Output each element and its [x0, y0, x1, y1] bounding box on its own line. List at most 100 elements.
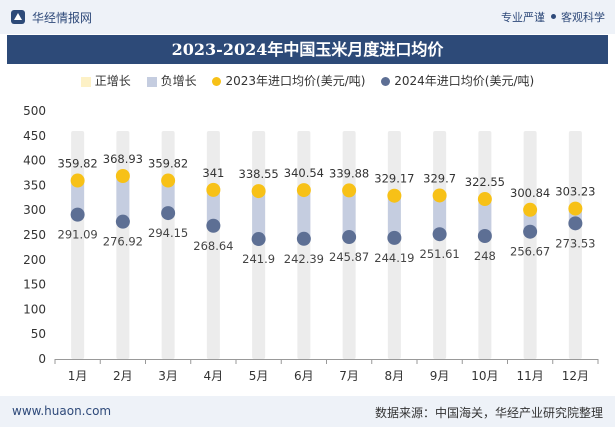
legend-swatch-2024	[381, 77, 391, 86]
point-2023-9	[432, 188, 447, 203]
background-column-12	[568, 131, 582, 359]
data-label-2023-4: 341	[202, 166, 224, 180]
x-tick-label-10: 10月	[471, 369, 498, 383]
x-tick-label-3: 3月	[158, 369, 178, 383]
point-2024-11	[523, 224, 538, 239]
point-2023-10	[477, 192, 492, 207]
x-tick-label-11: 11月	[516, 369, 543, 383]
change-bar-9	[433, 195, 447, 235]
y-tick-label-9: 450	[23, 129, 46, 143]
point-2023-8	[387, 188, 402, 203]
legend-swatch-positive	[80, 76, 91, 87]
legend-label-negative: 负增长	[160, 74, 197, 88]
point-2023-11	[523, 202, 538, 217]
legend-item-positive: 正增长	[80, 72, 131, 89]
data-label-2023-7: 339.88	[329, 166, 369, 180]
change-bar-8	[387, 195, 401, 238]
legend-item-2024: 2024年进口均价(美元/吨)	[381, 72, 534, 89]
top-bar: 华经情报网 专业严谨 客观科学	[0, 0, 615, 34]
data-label-2024-9: 251.61	[420, 247, 460, 261]
data-label-2024-2: 276.92	[103, 235, 143, 249]
legend-swatch-2023	[212, 77, 222, 86]
data-label-2024-6: 242.39	[284, 252, 324, 266]
legend-item-2023: 2023年进口均价(美元/吨)	[212, 72, 365, 89]
change-bar-2	[116, 176, 130, 222]
point-2023-12	[568, 201, 583, 216]
x-tick-label-4: 4月	[204, 369, 224, 383]
change-bar-10	[478, 199, 492, 236]
y-tick-label-5: 250	[23, 228, 46, 242]
y-tick-label-6: 300	[23, 203, 46, 217]
point-2024-2	[115, 214, 130, 229]
chart-title: 2023-2024年中国玉米月度进口均价	[171, 40, 444, 59]
footer-url[interactable]: www.huaon.com	[12, 404, 112, 418]
point-2024-6	[296, 231, 311, 246]
data-label-2024-4: 268.64	[193, 239, 233, 253]
x-tick-label-2: 2月	[113, 369, 133, 383]
x-tick-label-1: 1月	[68, 369, 88, 383]
slogan: 专业严谨 客观科学	[501, 9, 605, 25]
slogan-left: 专业严谨	[501, 11, 545, 24]
point-2024-10	[477, 228, 492, 243]
background-column-7	[342, 131, 356, 359]
data-label-2023-8: 329.17	[374, 172, 414, 186]
point-2023-4	[206, 182, 221, 197]
slogan-right: 客观科学	[561, 11, 605, 24]
site-name: 华经情报网	[32, 11, 93, 25]
legend-swatch-negative	[146, 76, 157, 87]
point-2024-9	[432, 227, 447, 242]
legend-label-2024: 2024年进口均价(美元/吨)	[394, 74, 535, 88]
change-bar-4	[206, 189, 220, 226]
data-label-2024-12: 273.53	[555, 236, 595, 250]
point-2023-3	[161, 173, 176, 188]
chart-plot: 0 50 100 150 200 250 300 350 400 450 500 1月 2月 3月 4月 5月…	[23, 104, 599, 383]
data-label-2023-5: 338.55	[239, 167, 279, 181]
change-bar-3	[161, 180, 175, 214]
y-tick-label-4: 200	[23, 253, 46, 267]
background-column-8	[387, 131, 401, 359]
point-2024-1	[70, 207, 85, 222]
point-2024-8	[387, 230, 402, 245]
point-2023-1	[70, 173, 85, 188]
y-tick-label-10: 500	[23, 104, 46, 118]
x-tick-label-12: 12月	[562, 369, 589, 383]
x-tick-label-8: 8月	[385, 369, 405, 383]
y-tick-label-0: 0	[38, 352, 46, 366]
data-label-2024-10: 248	[474, 249, 496, 263]
data-label-2023-10: 322.55	[465, 175, 505, 189]
data-label-2024-1: 291.09	[58, 228, 98, 242]
x-tick-label-9: 9月	[430, 369, 450, 383]
point-2024-5	[251, 232, 266, 247]
footer-bar: www.huaon.com 数据来源：中国海关，华经产业研究院整理	[0, 396, 615, 427]
change-bar-6	[297, 190, 311, 239]
change-bar-7	[342, 190, 356, 238]
point-2024-4	[206, 218, 221, 233]
data-label-2023-6: 340.54	[284, 166, 324, 180]
legend-item-negative: 负增长	[146, 72, 197, 89]
data-label-2024-5: 241.9	[242, 252, 275, 266]
data-label-2024-7: 245.87	[329, 250, 369, 264]
slogan-dot-icon	[551, 14, 556, 19]
point-2023-6	[296, 183, 311, 198]
data-label-2023-2: 368.93	[103, 152, 143, 166]
point-2023-2	[115, 169, 130, 184]
x-tick-label-6: 6月	[294, 369, 314, 383]
x-tick-label-5: 5月	[249, 369, 269, 383]
legend: 正增长 负增长 2023年进口均价(美元/吨) 2024年进口均价(美元/吨)	[0, 72, 615, 92]
data-label-2024-3: 294.15	[148, 226, 188, 240]
y-tick-label-8: 400	[23, 154, 46, 168]
legend-label-positive: 正增长	[94, 74, 131, 88]
point-2024-3	[161, 206, 176, 221]
y-tick-label-3: 150	[23, 278, 46, 292]
x-tick-label-7: 7月	[339, 369, 359, 383]
title-bar: 2023-2024年中国玉米月度进口均价	[7, 35, 608, 64]
background-column-9	[433, 131, 447, 359]
data-label-2023-9: 329.7	[423, 171, 456, 185]
data-label-2023-11: 300.84	[510, 186, 550, 200]
background-column-11	[523, 131, 537, 359]
point-2023-5	[251, 184, 266, 199]
change-bar-5	[252, 191, 266, 240]
data-label-2024-8: 244.19	[374, 251, 414, 265]
data-label-2023-3: 359.82	[148, 157, 188, 171]
